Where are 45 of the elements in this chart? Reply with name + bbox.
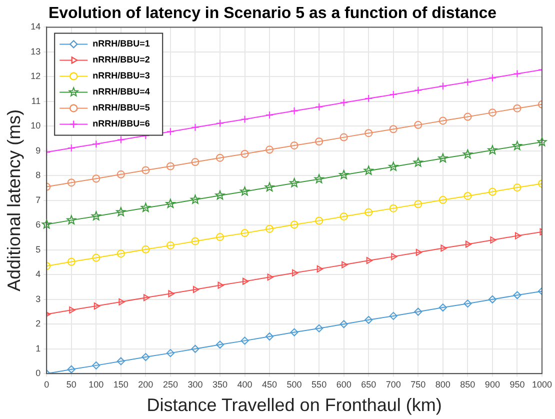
y-tick-label: 13	[30, 46, 41, 56]
x-tick-label: 750	[410, 379, 426, 390]
x-tick-label: 50	[66, 379, 76, 390]
y-tick-label: 10	[30, 120, 41, 131]
x-tick-label: 950	[510, 379, 525, 390]
legend-label: nRRH/BBU=3	[92, 70, 150, 81]
x-tick-label: 300	[188, 379, 203, 390]
x-tick-label: 700	[386, 379, 401, 390]
x-tick-label: 250	[162, 379, 178, 390]
y-tick-label: 8	[36, 170, 41, 180]
x-tick-label: 500	[286, 379, 302, 390]
y-tick-label: 12	[30, 71, 41, 82]
y-tick-label: 14	[30, 22, 41, 32]
x-tick-label: 1000	[532, 379, 552, 390]
x-tick-label: 650	[361, 379, 376, 390]
y-tick-label: 3	[36, 294, 41, 304]
y-tick-label: 6	[36, 220, 41, 230]
x-tick-label: 600	[336, 379, 352, 390]
x-tick-label: 350	[212, 379, 228, 390]
y-tick-label: 11	[31, 96, 41, 106]
y-tick-label: 9	[36, 145, 41, 156]
y-tick-label: 7	[36, 194, 41, 205]
x-tick-label: 150	[113, 379, 128, 390]
legend-label: nRRH/BBU=6	[92, 118, 150, 129]
y-tick-label: 2	[36, 318, 41, 329]
x-tick-label: 450	[262, 379, 278, 390]
x-tick-label: 900	[484, 379, 500, 390]
legend-label: nRRH/BBU=4	[92, 86, 150, 97]
y-tick-label: 4	[36, 269, 41, 280]
x-tick-label: 550	[312, 379, 327, 390]
y-tick-label: 0	[36, 368, 41, 378]
x-tick-label: 0	[44, 379, 50, 390]
x-tick-label: 100	[88, 379, 104, 390]
x-tick-label: 850	[460, 379, 476, 390]
y-tick-label: 1	[36, 343, 41, 354]
y-tick-label: 5	[36, 244, 41, 254]
chart-title: Evolution of latency in Scenario 5 as a function of distance	[48, 5, 497, 22]
x-tick-label: 200	[138, 379, 154, 390]
legend-label: nRRH/BBU=5	[92, 102, 150, 113]
x-tick-label: 800	[435, 379, 450, 390]
legend-label: nRRH/BBU=2	[92, 54, 150, 65]
y-axis-title: Additional latency (ms)	[4, 109, 24, 292]
legend-label: nRRH/BBU=1	[92, 38, 150, 49]
x-axis-title: Distance Travelled on Fronthaul (km)	[146, 395, 442, 416]
x-tick-label: 400	[237, 379, 252, 390]
